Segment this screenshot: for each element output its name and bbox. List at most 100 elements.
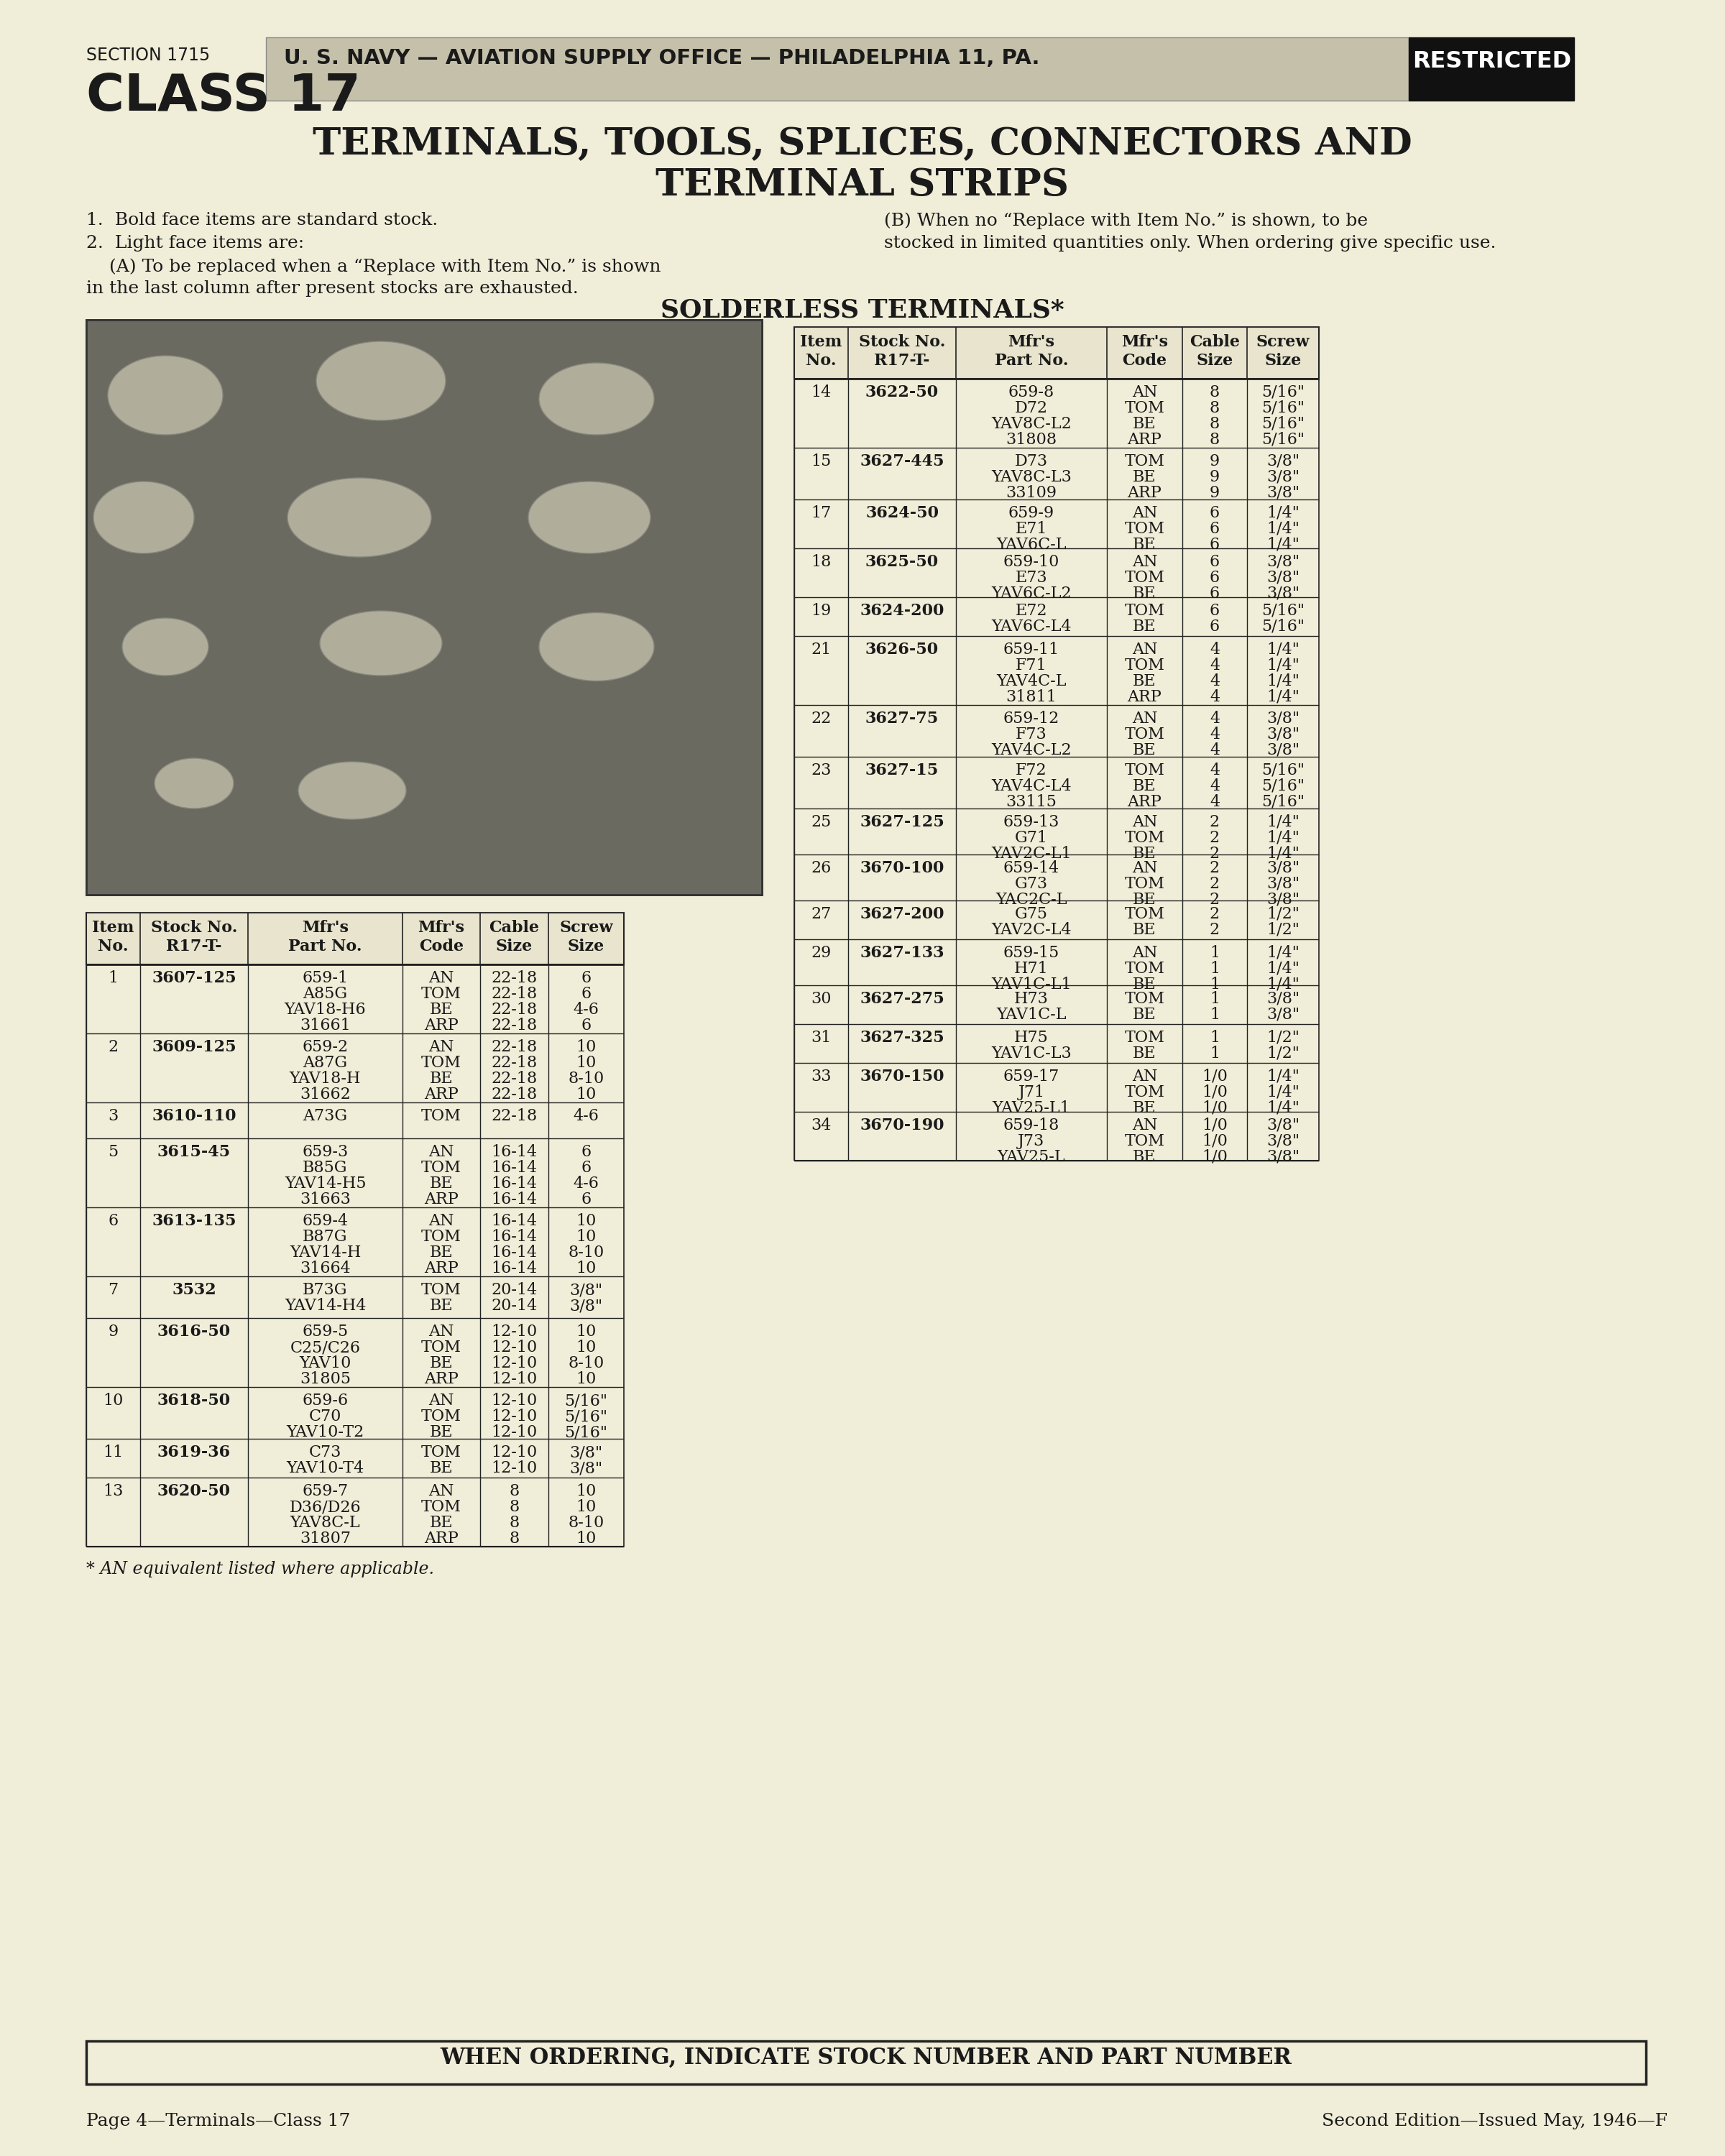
Text: 10: 10	[576, 1039, 597, 1054]
Text: 659-5: 659-5	[302, 1324, 348, 1339]
Text: TOM: TOM	[421, 1229, 461, 1244]
Text: BE: BE	[1133, 1149, 1156, 1164]
Text: 1: 1	[1209, 1046, 1220, 1061]
Text: G73: G73	[1014, 875, 1049, 893]
Text: YAV18-H: YAV18-H	[290, 1072, 361, 1087]
Text: E71: E71	[1016, 522, 1047, 537]
Text: 1: 1	[1209, 944, 1220, 962]
Text: 16-14: 16-14	[492, 1214, 536, 1229]
Text: 10: 10	[576, 1483, 597, 1498]
Text: 3/8": 3/8"	[1266, 554, 1299, 569]
Text: BE: BE	[430, 1460, 454, 1477]
Text: Size: Size	[1195, 354, 1233, 369]
Text: BE: BE	[1133, 1100, 1156, 1117]
Text: 3/8": 3/8"	[1266, 1149, 1299, 1164]
Text: TOM: TOM	[1125, 658, 1164, 673]
Text: 4-6: 4-6	[573, 1175, 599, 1192]
Text: 3/8": 3/8"	[569, 1283, 602, 1298]
Text: 23: 23	[811, 763, 831, 778]
Text: 4: 4	[1209, 642, 1220, 658]
Text: RESTRICTED: RESTRICTED	[1413, 50, 1571, 73]
Text: F73: F73	[1016, 727, 1047, 742]
Bar	[86, 2042, 1646, 2085]
Text: Mfr's: Mfr's	[302, 921, 348, 936]
Text: CLASS 17: CLASS 17	[86, 71, 361, 121]
Text: B87G: B87G	[304, 1229, 348, 1244]
Text: 3/8": 3/8"	[569, 1298, 602, 1313]
Text: 6: 6	[581, 1018, 592, 1033]
Ellipse shape	[155, 759, 233, 808]
Text: 12-10: 12-10	[492, 1393, 538, 1408]
Text: E72: E72	[1016, 604, 1047, 619]
Text: 659-9: 659-9	[1009, 505, 1054, 522]
Text: 1: 1	[1209, 977, 1220, 992]
Text: TOM: TOM	[421, 1408, 461, 1425]
Text: 5/16": 5/16"	[1261, 778, 1304, 793]
Text: Mfr's: Mfr's	[1007, 334, 1054, 349]
Text: BE: BE	[430, 1425, 454, 1440]
Text: TOM: TOM	[1125, 1134, 1164, 1149]
Text: 4: 4	[1209, 673, 1220, 690]
Text: 25: 25	[811, 815, 831, 830]
Text: 22-18: 22-18	[492, 970, 538, 985]
Bar	[1409, 37, 1575, 101]
Text: YAV6C-L4: YAV6C-L4	[992, 619, 1071, 634]
Text: TOM: TOM	[1125, 763, 1164, 778]
Text: 4: 4	[1209, 690, 1220, 705]
Text: 1: 1	[1209, 962, 1220, 977]
Text: 6: 6	[581, 1145, 592, 1160]
Text: 1: 1	[1209, 992, 1220, 1007]
Text: 12-10: 12-10	[492, 1339, 538, 1356]
Text: TOM: TOM	[1125, 1084, 1164, 1100]
Text: 659-12: 659-12	[1004, 711, 1059, 727]
Text: 11: 11	[104, 1445, 124, 1460]
Text: 3/8": 3/8"	[1266, 860, 1299, 875]
Text: 8: 8	[1209, 401, 1220, 416]
Text: 1/4": 1/4"	[1266, 944, 1299, 962]
Text: AN: AN	[1132, 944, 1157, 962]
Text: stocked in limited quantities only. When ordering give specific use.: stocked in limited quantities only. When…	[885, 235, 1496, 252]
Text: 6: 6	[1209, 537, 1220, 552]
Text: ARP: ARP	[1128, 485, 1161, 500]
Ellipse shape	[93, 481, 193, 554]
Bar	[266, 37, 1409, 101]
Text: YAV14-H4: YAV14-H4	[285, 1298, 366, 1313]
Text: 16-14: 16-14	[492, 1175, 536, 1192]
Text: 8-10: 8-10	[568, 1356, 604, 1371]
Text: 3/8": 3/8"	[1266, 470, 1299, 485]
Text: AN: AN	[1132, 384, 1157, 401]
Text: 3/8": 3/8"	[569, 1445, 602, 1460]
Text: 13: 13	[104, 1483, 124, 1498]
Ellipse shape	[316, 341, 445, 420]
Text: 12-10: 12-10	[492, 1425, 538, 1440]
Bar	[86, 319, 762, 895]
Text: 29: 29	[811, 944, 831, 962]
Text: TOM: TOM	[1125, 604, 1164, 619]
Text: AN: AN	[428, 1483, 454, 1498]
Text: 33109: 33109	[1006, 485, 1057, 500]
Text: 1/4": 1/4"	[1266, 845, 1299, 862]
Text: 31: 31	[811, 1031, 831, 1046]
Text: 659-17: 659-17	[1004, 1069, 1059, 1084]
Text: 33: 33	[811, 1069, 831, 1084]
Text: 6: 6	[1209, 505, 1220, 522]
Text: 1/2": 1/2"	[1266, 923, 1299, 938]
Text: 34: 34	[811, 1117, 831, 1134]
Text: 30: 30	[811, 992, 831, 1007]
Text: TOM: TOM	[421, 1160, 461, 1175]
Text: Cable: Cable	[1190, 334, 1240, 349]
Text: 3619-36: 3619-36	[157, 1445, 231, 1460]
Text: AN: AN	[1132, 505, 1157, 522]
Text: 3627-275: 3627-275	[859, 992, 944, 1007]
Text: 31662: 31662	[300, 1087, 350, 1102]
Text: Size: Size	[568, 938, 604, 955]
Text: 31807: 31807	[300, 1531, 350, 1546]
Text: ARP: ARP	[1128, 793, 1161, 811]
Text: 31811: 31811	[1006, 690, 1057, 705]
Text: Screw: Screw	[559, 921, 612, 936]
Text: 8: 8	[509, 1531, 519, 1546]
Text: AN: AN	[428, 1324, 454, 1339]
Text: YAV10: YAV10	[298, 1356, 352, 1371]
Text: ARP: ARP	[424, 1087, 459, 1102]
Text: 3624-200: 3624-200	[859, 604, 944, 619]
